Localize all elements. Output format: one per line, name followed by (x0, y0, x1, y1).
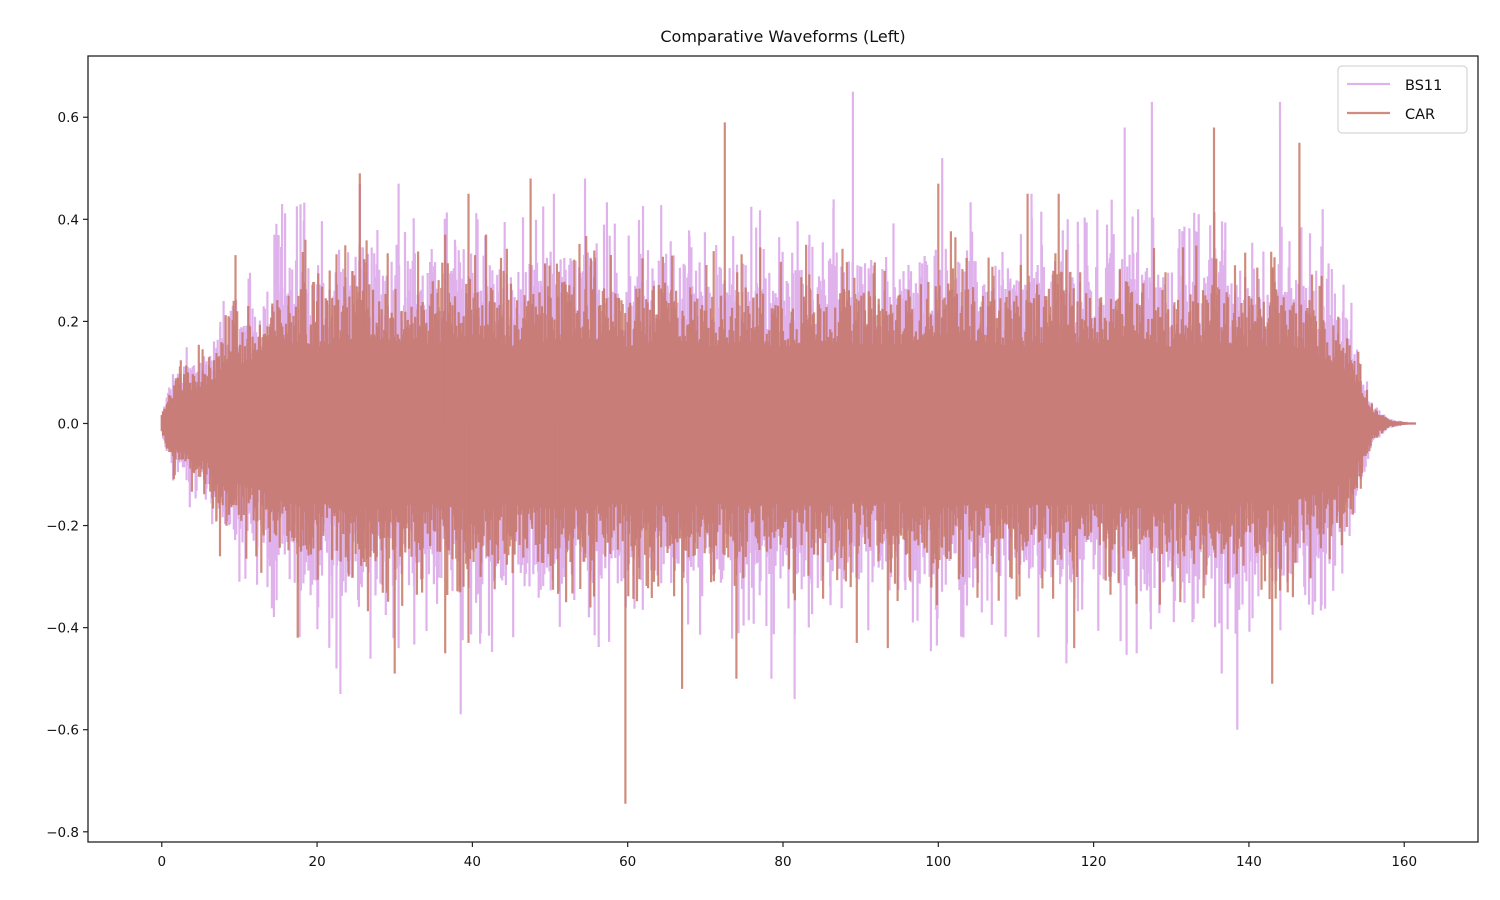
series-layer (160, 91, 1417, 804)
x-tick-label: 40 (464, 854, 481, 870)
y-tick-label: 0.0 (58, 416, 79, 432)
legend-box (1337, 65, 1468, 134)
y-tick-label: −0.4 (46, 621, 79, 637)
y-tick-label: −0.2 (46, 519, 79, 535)
legend-label-bs11: BS11 (1405, 78, 1442, 94)
y-tick-label: −0.6 (46, 723, 79, 739)
x-tick-label: 0 (157, 854, 166, 870)
y-tick-label: −0.8 (46, 825, 79, 841)
legend-label-car: CAR (1405, 107, 1435, 123)
x-tick-label: 140 (1236, 854, 1262, 870)
series-car (160, 122, 1417, 804)
y-axis: 0.6 0.4 0.2 0.0 −0.2 −0.4 −0.6 −0.8 (46, 110, 88, 841)
x-tick-label: 60 (619, 854, 636, 870)
y-tick-label: 0.2 (58, 314, 79, 330)
x-tick-label: 120 (1081, 854, 1107, 870)
x-tick-label: 160 (1391, 854, 1417, 870)
waveform-peaks (172, 122, 1362, 804)
legend: BS11 CAR (1337, 65, 1468, 134)
x-tick-label: 20 (308, 854, 325, 870)
plot-area (160, 91, 1417, 804)
y-tick-label: 0.4 (58, 212, 79, 228)
x-axis: 0 20 40 60 80 100 120 140 160 (157, 842, 1417, 870)
y-tick-label: 0.6 (58, 110, 79, 126)
x-tick-label: 80 (774, 854, 791, 870)
x-tick-label: 100 (925, 854, 951, 870)
chart-title: Comparative Waveforms (Left) (660, 27, 905, 46)
